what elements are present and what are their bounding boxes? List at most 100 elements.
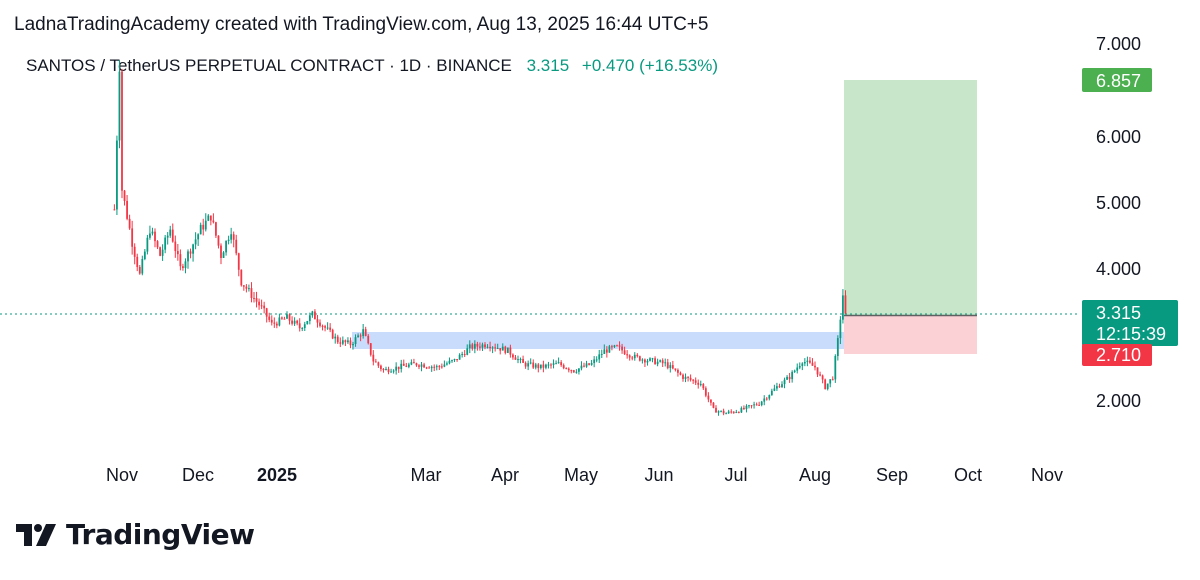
candle-countdown-text: 12:15:39 xyxy=(1096,324,1166,344)
candle-body xyxy=(298,323,301,329)
candle-body xyxy=(491,347,494,349)
candle-body xyxy=(184,261,187,269)
candle-body xyxy=(717,411,720,413)
candle-body xyxy=(760,401,763,406)
candle-body xyxy=(529,362,532,364)
candle-body xyxy=(171,229,174,242)
candle-body xyxy=(331,329,334,339)
candle-body xyxy=(402,363,405,366)
candle-body xyxy=(288,314,291,321)
candle-body xyxy=(755,404,758,406)
candle-body xyxy=(702,384,705,389)
candle-body xyxy=(821,375,824,380)
candle-body xyxy=(626,354,629,356)
candle-body xyxy=(405,365,408,367)
candle-body xyxy=(209,215,212,221)
candle-body xyxy=(834,356,837,380)
price-axis[interactable]: 7.000 6.000 5.000 4.000 2.000 xyxy=(1096,34,1141,411)
candle-body xyxy=(659,360,662,362)
candle-body xyxy=(499,348,502,351)
candle-body xyxy=(547,364,550,366)
candle-body xyxy=(202,224,205,230)
candle-body xyxy=(349,340,352,346)
y-tick-label: 4.000 xyxy=(1096,259,1141,279)
candle-body xyxy=(791,371,794,380)
x-tick-label: Dec xyxy=(182,465,214,485)
candle-body xyxy=(801,363,804,366)
candle-body xyxy=(207,215,210,221)
candle-body xyxy=(532,362,535,368)
candle-body xyxy=(446,363,448,365)
candle-body xyxy=(357,335,359,338)
candle-body xyxy=(400,363,403,370)
candle-body xyxy=(773,388,776,391)
candle-body xyxy=(347,340,349,343)
candle-body xyxy=(286,314,288,319)
candle-body xyxy=(413,362,415,364)
candle-body xyxy=(281,317,283,319)
candle-body xyxy=(844,295,847,314)
target-price-text: 6.857 xyxy=(1096,71,1141,91)
symbol-title: SANTOS / TetherUS PERPETUAL CONTRACT · 1… xyxy=(26,56,512,75)
candle-body xyxy=(359,335,362,337)
candle-body xyxy=(763,398,766,402)
candle-body xyxy=(743,407,745,410)
candle-body xyxy=(227,239,230,241)
candle-body xyxy=(479,346,481,348)
candle-body xyxy=(636,354,639,357)
candle-body xyxy=(826,383,829,390)
candle-body xyxy=(699,384,702,386)
candle-body xyxy=(435,366,438,368)
candle-body xyxy=(126,200,128,219)
candle-body xyxy=(537,364,540,369)
candle-body xyxy=(362,329,365,337)
candle-body xyxy=(557,362,560,364)
candle-body xyxy=(141,259,144,274)
candle-body xyxy=(473,343,476,349)
candle-body xyxy=(671,365,674,369)
candle-body xyxy=(306,321,309,325)
candle-body xyxy=(786,376,788,380)
candle-body xyxy=(237,253,240,270)
candle-body xyxy=(133,246,136,257)
candle-body xyxy=(253,297,255,299)
x-tick-label: Nov xyxy=(106,465,138,485)
candle-body xyxy=(539,364,542,369)
candle-body xyxy=(778,386,781,388)
candle-body xyxy=(143,251,146,260)
candle-body xyxy=(829,379,832,384)
candle-body xyxy=(506,347,509,353)
x-tick-label: Aug xyxy=(799,465,831,485)
candle-body xyxy=(385,368,387,371)
candle-body xyxy=(308,315,311,322)
candle-body xyxy=(194,239,197,245)
candle-body xyxy=(225,240,227,253)
candle-body xyxy=(136,256,139,268)
candle-body xyxy=(814,365,816,368)
candle-body xyxy=(372,354,375,362)
candle-body xyxy=(179,254,182,267)
candle-body xyxy=(646,360,649,363)
stop-zone[interactable] xyxy=(844,316,977,354)
candle-body xyxy=(443,364,446,367)
time-axis[interactable]: Nov Dec 2025 Mar Apr May Jun Jul Aug Sep… xyxy=(106,465,1063,485)
candle-body xyxy=(278,317,281,326)
candle-body xyxy=(737,411,740,413)
candle-body xyxy=(204,220,207,230)
tradingview-logo[interactable]: TradingView xyxy=(16,518,255,551)
candle-body xyxy=(595,359,598,361)
candle-body xyxy=(265,308,268,317)
support-zone[interactable] xyxy=(352,332,858,349)
candle-body xyxy=(618,345,621,347)
y-tick-label: 6.000 xyxy=(1096,127,1141,147)
target-zone[interactable] xyxy=(844,80,977,316)
candle-body xyxy=(456,359,458,361)
candle-body xyxy=(616,345,618,347)
candle-body xyxy=(740,407,743,413)
candle-body xyxy=(187,251,189,262)
candle-body xyxy=(121,71,123,191)
candle-body xyxy=(428,367,431,369)
candle-body xyxy=(628,355,631,358)
candle-body xyxy=(220,245,222,258)
